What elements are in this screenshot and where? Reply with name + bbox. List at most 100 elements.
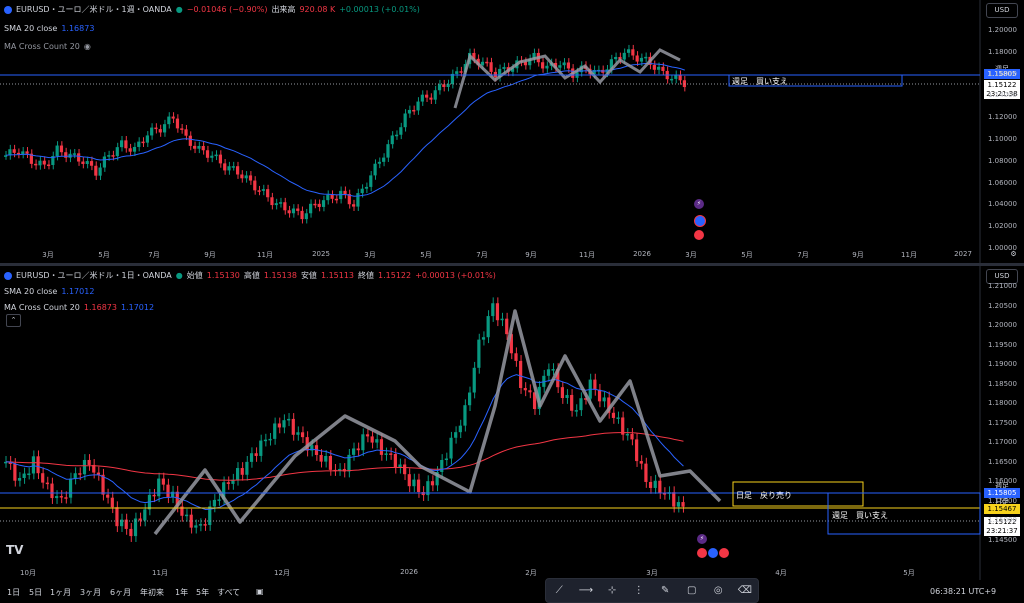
economic-event-icon-2[interactable] xyxy=(708,548,718,558)
daily-chart-pane[interactable]: EURUSD・ユーロ／米ドル・1日・OANDA ● 始値 1.15130 高値 1.… xyxy=(0,266,1024,580)
daily-candle xyxy=(616,417,620,419)
timeframe-1d[interactable]: 1日 xyxy=(7,588,21,597)
weekly-candle xyxy=(592,69,596,75)
daily-candle xyxy=(138,518,142,521)
economic-event-icon[interactable] xyxy=(694,215,706,227)
eye-icon[interactable]: ◎ xyxy=(713,584,723,596)
horizontal-ray-icon[interactable]: ⟶ xyxy=(578,584,594,596)
daily-candle xyxy=(328,455,332,470)
clock-display[interactable]: 06:38:21 UTC+9 xyxy=(930,587,997,596)
daily-candle xyxy=(27,473,31,475)
timeframe-5d[interactable]: 5日 xyxy=(29,588,43,597)
weekly-candle xyxy=(240,174,244,179)
eye-icon[interactable]: ◉ xyxy=(83,42,91,51)
weekly-candle xyxy=(4,155,8,157)
weekly-candle xyxy=(8,149,12,156)
daily-candle xyxy=(171,491,175,498)
calendar-icon[interactable]: ▣ xyxy=(256,587,264,596)
daily-candle xyxy=(217,499,221,501)
daily-sma-line xyxy=(5,374,684,511)
daily-candle xyxy=(356,448,360,451)
daily-chart-canvas[interactable] xyxy=(0,266,1024,580)
daily-candle xyxy=(222,482,226,500)
timeframe-5y[interactable]: 5年 xyxy=(196,588,210,597)
pane-divider[interactable] xyxy=(0,263,1024,266)
daily-candle xyxy=(124,519,128,529)
weekly-support-box xyxy=(728,74,903,87)
daily-candle xyxy=(444,458,448,461)
weekly-chart-canvas[interactable] xyxy=(0,0,1024,263)
daily-candle xyxy=(189,514,193,528)
daily-candle xyxy=(208,506,212,526)
daily-candle xyxy=(658,480,662,494)
sma-value: 1.17012 xyxy=(61,287,95,296)
volume-label: 出来高 xyxy=(271,5,296,14)
collapse-legend-chevron-icon[interactable]: ⌃ xyxy=(6,314,21,327)
timeframe-6m[interactable]: 6ヶ月 xyxy=(110,588,132,597)
trend-line-icon[interactable]: ⟋ xyxy=(555,584,563,596)
tradingview-logo-icon: 𝗧𝗩 xyxy=(6,543,24,557)
timeframe-ytd[interactable]: 年初来 xyxy=(140,588,164,597)
brush-icon[interactable]: ✎ xyxy=(661,584,670,596)
weekly-candle xyxy=(137,141,141,147)
weekly-candle xyxy=(210,155,214,158)
weekly-candle xyxy=(609,59,613,70)
weekly-chart-pane[interactable]: EURUSD・ユーロ／米ドル・1週・OANDA ● −0.01046 (−0.9… xyxy=(0,0,1024,263)
bottom-toolbar: 1日 5日 1ヶ月 3ヶ月 6ヶ月 年初来 1年 5年 すべて ▣ 06:38:… xyxy=(0,580,1024,601)
timeframe-1y[interactable]: 1年 xyxy=(175,588,189,597)
low-label: 安値 xyxy=(300,271,317,280)
cross-line-icon[interactable]: ⊹ xyxy=(608,584,617,596)
lightning-event-icon[interactable]: ⚡ xyxy=(694,199,704,209)
weekly-candle xyxy=(390,135,394,145)
daily-candle xyxy=(305,437,309,451)
daily-candle xyxy=(574,410,578,412)
weekly-symbol[interactable]: EURUSD・ユーロ／米ドル・1週・OANDA xyxy=(16,5,172,14)
low-value: 1.15113 xyxy=(320,271,355,280)
daily-candle xyxy=(472,367,476,393)
weekly-candle xyxy=(244,175,248,179)
weekly-candle xyxy=(120,140,124,148)
currency-selector[interactable]: USD xyxy=(986,3,1018,18)
weekly-candle xyxy=(661,66,665,71)
daily-candle xyxy=(180,506,184,516)
settings-gear-icon[interactable]: ⚙ xyxy=(1010,250,1017,258)
lightning-event-icon[interactable]: ⚡ xyxy=(697,534,707,544)
sma-label[interactable]: SMA 20 close xyxy=(4,24,58,33)
currency-selector[interactable]: USD xyxy=(986,269,1018,284)
daily-candle xyxy=(514,353,518,361)
sma-label[interactable]: SMA 20 close xyxy=(4,287,58,296)
open-value: 1.15130 xyxy=(206,271,240,280)
high-label: 高値 xyxy=(243,271,260,280)
daily-support-box-label: 週足 買い支え xyxy=(832,511,888,520)
weekly-time-tick: 3月 xyxy=(685,251,697,259)
daily-symbol[interactable]: EURUSD・ユーロ／米ドル・1日・OANDA xyxy=(16,271,172,280)
timeframe-1m[interactable]: 1ヶ月 xyxy=(50,588,72,597)
daily-candle xyxy=(611,412,616,418)
vertical-line-icon[interactable]: ⋮ xyxy=(633,584,644,596)
us-flag-event-icon[interactable] xyxy=(719,548,729,558)
us-flag-event-icon[interactable] xyxy=(694,230,704,240)
daily-candle xyxy=(458,425,462,433)
daily-candle xyxy=(50,483,54,499)
daily-candle xyxy=(8,461,12,464)
weekly-candle xyxy=(64,152,68,158)
ma-cross-label[interactable]: MA Cross Count 20 xyxy=(4,303,80,312)
timeframe-all[interactable]: すべて xyxy=(217,588,241,597)
weekly-candle xyxy=(386,144,390,158)
weekly-candle xyxy=(12,149,16,153)
timeframe-3m[interactable]: 3ヶ月 xyxy=(80,588,102,597)
weekly-candle xyxy=(283,202,287,211)
daily-price-tick: 1.20500 xyxy=(988,301,1017,310)
weekly-candle xyxy=(115,147,119,157)
ma-cross-label[interactable]: MA Cross Count 20 xyxy=(4,42,80,51)
eraser-icon[interactable]: ⌫ xyxy=(737,584,752,596)
daily-candle xyxy=(500,318,504,321)
weekly-candle xyxy=(360,188,364,194)
ma-cross-value-2: 1.17012 xyxy=(120,303,155,312)
rectangle-icon[interactable]: ▢ xyxy=(687,584,697,596)
daily-candle xyxy=(481,337,486,340)
weekly-candle xyxy=(523,61,528,66)
daily-candle xyxy=(662,493,667,495)
economic-event-icon[interactable] xyxy=(697,548,707,558)
weekly-candle xyxy=(407,109,412,114)
